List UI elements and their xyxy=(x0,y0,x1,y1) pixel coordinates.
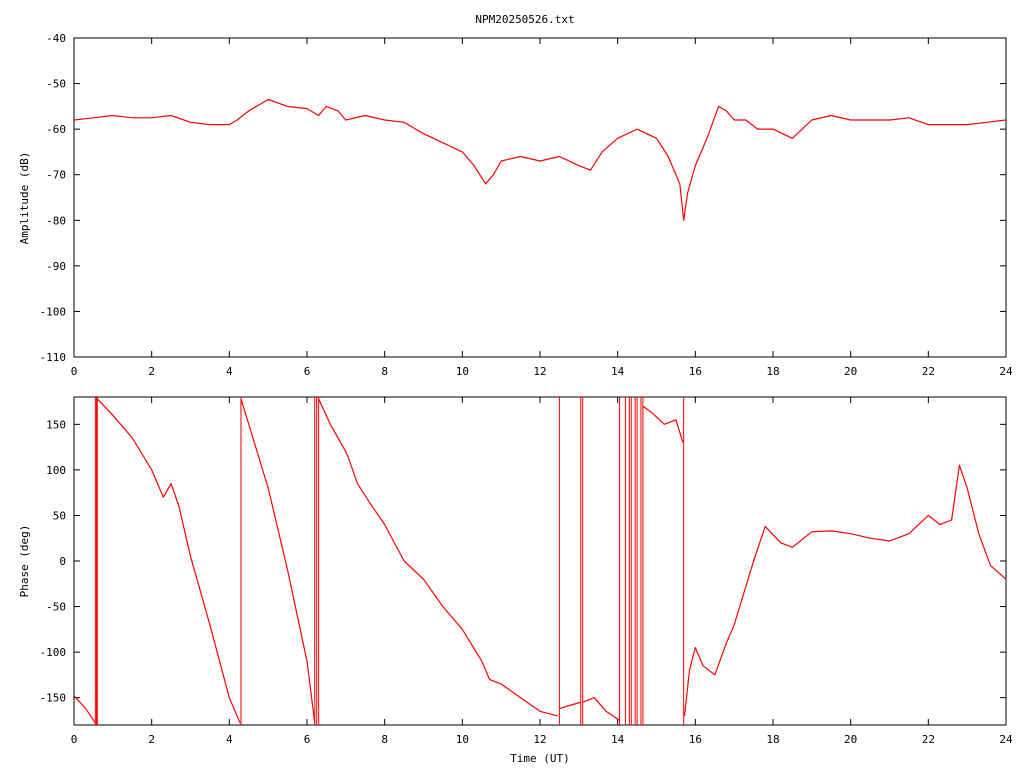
amplitude-x-tick-label: 8 xyxy=(381,365,388,378)
amplitude-y-tick-label: -40 xyxy=(46,32,66,45)
amplitude-x-tick-label: 10 xyxy=(456,365,469,378)
phase-series-line xyxy=(642,405,684,443)
phase-y-tick-label: 50 xyxy=(53,509,66,522)
amplitude-y-tick-label: -50 xyxy=(46,78,66,91)
phase-x-tick-label: 10 xyxy=(456,733,469,746)
phase-x-tick-label: 0 xyxy=(71,733,78,746)
phase-ticks: 0 2 4 6 8 10 12 14 16 18 20 22 24150100500-50-100-15… xyxy=(40,397,1013,746)
amplitude-y-axis-label: Amplitude (dB) xyxy=(18,152,31,245)
phase-x-tick-label: 24 xyxy=(999,733,1013,746)
amplitude-x-tick-label: 18 xyxy=(766,365,779,378)
phase-x-tick-label: 14 xyxy=(611,733,625,746)
phase-y-tick-label: -100 xyxy=(40,646,67,659)
phase-series-line xyxy=(559,701,581,710)
phase-x-tick-label: 18 xyxy=(766,733,779,746)
phase-series-line xyxy=(73,695,96,724)
amplitude-y-tick-label: -90 xyxy=(46,260,66,273)
phase-series-line xyxy=(318,398,558,717)
phase-x-tick-label: 20 xyxy=(844,733,857,746)
amplitude-x-tick-label: 22 xyxy=(922,365,935,378)
phase-x-tick-label: 6 xyxy=(304,733,311,746)
phase-x-tick-label: 16 xyxy=(689,733,702,746)
amplitude-plot-frame xyxy=(73,37,1007,358)
phase-x-tick-label: 4 xyxy=(226,733,233,746)
phase-series-line xyxy=(96,398,241,724)
amplitude-series xyxy=(73,98,1007,221)
amplitude-y-tick-label: -80 xyxy=(46,214,66,227)
phase-x-tick-label: 8 xyxy=(381,733,388,746)
amplitude-x-tick-label: 20 xyxy=(844,365,857,378)
amplitude-panel: 0 2 4 6 8 10 12 14 16 18 20 22 24-40-50-60-70-80-90-… xyxy=(18,32,1013,378)
phase-series xyxy=(73,398,1007,724)
amplitude-x-tick-label: 24 xyxy=(999,365,1013,378)
amplitude-y-tick-label: -70 xyxy=(46,169,66,182)
amplitude-x-tick-label: 16 xyxy=(689,365,702,378)
phase-series-line xyxy=(683,464,1007,716)
amplitude-x-tick-label: 2 xyxy=(148,365,155,378)
phase-series-line xyxy=(240,398,316,724)
phase-y-tick-label: 0 xyxy=(59,555,66,568)
phase-x-tick-label: 22 xyxy=(922,733,935,746)
phase-y-tick-label: -150 xyxy=(40,692,67,705)
phase-y-tick-label: 100 xyxy=(46,464,66,477)
amplitude-x-tick-label: 12 xyxy=(533,365,546,378)
phase-x-axis-label: Time (UT) xyxy=(510,752,570,765)
amplitude-y-tick-label: -100 xyxy=(40,305,67,318)
chart-title: NPM20250526.txt xyxy=(475,13,574,26)
amplitude-y-tick-label: -60 xyxy=(46,123,66,136)
phase-plot-frame xyxy=(73,396,1007,726)
phase-x-tick-label: 2 xyxy=(148,733,155,746)
phase-y-tick-label: -50 xyxy=(46,601,66,614)
phase-series-line xyxy=(582,697,620,721)
amplitude-x-tick-label: 0 xyxy=(71,365,78,378)
amplitude-series-line xyxy=(73,98,1007,221)
amplitude-x-tick-label: 6 xyxy=(304,365,311,378)
phase-panel: 0 2 4 6 8 10 12 14 16 18 20 22 24150100500-50-100-15… xyxy=(18,396,1013,765)
phase-y-tick-label: 150 xyxy=(46,418,66,431)
amplitude-x-tick-label: 14 xyxy=(611,365,625,378)
phase-x-tick-label: 12 xyxy=(533,733,546,746)
amplitude-y-tick-label: -110 xyxy=(40,351,67,364)
phase-wrap-lines xyxy=(94,397,685,725)
amplitude-x-tick-label: 4 xyxy=(226,365,233,378)
phase-y-axis-label: Phase (deg) xyxy=(18,525,31,598)
amplitude-ticks: 0 2 4 6 8 10 12 14 16 18 20 22 24-40-50-60-70-80-90-… xyxy=(40,32,1013,378)
